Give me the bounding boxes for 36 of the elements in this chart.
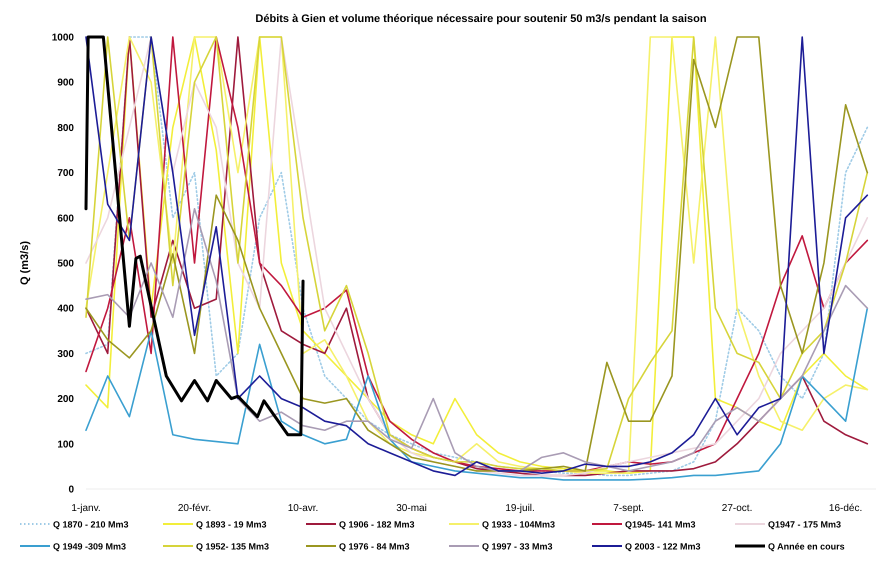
legend-label: Q1947 - 175 Mm3 — [768, 520, 842, 530]
legend-label: Q1945- 141 Mm3 — [625, 520, 696, 530]
x-tick-label: 19-juil. — [505, 503, 535, 514]
y-tick-label: 900 — [57, 78, 74, 89]
y-tick-label: 700 — [57, 168, 74, 180]
y-tick-label: 500 — [57, 258, 74, 270]
x-tick-label: 20-févr. — [178, 503, 212, 514]
legend-label: Q 1870 - 210 Mm3 — [53, 520, 129, 530]
y-tick-label: 400 — [57, 304, 74, 315]
y-tick-label: 600 — [57, 213, 74, 224]
line-series — [85, 307, 868, 481]
y-tick-label: 200 — [57, 394, 74, 406]
line-series — [85, 208, 868, 472]
legend-label: Q 1933 - 104Mm3 — [482, 520, 556, 530]
y-tick-label: 300 — [57, 348, 74, 360]
y-tick-label: 0 — [68, 484, 74, 496]
chart-title: Débits à Gien et volume théorique nécessaire pour soutenir 50 m3/s pendant la saison — [255, 13, 707, 25]
legend-label: Q 1906 - 182 Mm3 — [339, 520, 415, 530]
x-tick-label: 1-janv. — [71, 503, 101, 514]
x-tick-label: 7-sept. — [613, 503, 644, 514]
x-tick-label: 27-oct. — [722, 503, 752, 514]
y-axis-title: Q (m3/s) — [19, 240, 31, 286]
legend-label: Q 1893 - 19 Mm3 — [196, 520, 267, 530]
x-tick-label: 16-déc. — [828, 503, 862, 514]
line-series — [84, 36, 305, 436]
legend-label: Q 1949 -309 Mm3 — [53, 542, 126, 552]
legend-label: Q 2003 - 122 Mm3 — [625, 542, 701, 552]
x-tick-label: 30-mai — [396, 503, 427, 514]
legend-label: Q 1976 - 84 Mm3 — [339, 542, 410, 552]
y-tick-label: 800 — [57, 122, 74, 134]
x-tick-label: 10-avr. — [288, 503, 318, 514]
legend-label: Q Année en cours — [768, 542, 845, 552]
legend-label: Q 1997 - 33 Mm3 — [482, 542, 553, 552]
y-tick-label: 1000 — [52, 32, 74, 44]
y-tick-label: 100 — [57, 439, 74, 450]
legend-label: Q 1952- 135 Mm3 — [196, 542, 270, 552]
